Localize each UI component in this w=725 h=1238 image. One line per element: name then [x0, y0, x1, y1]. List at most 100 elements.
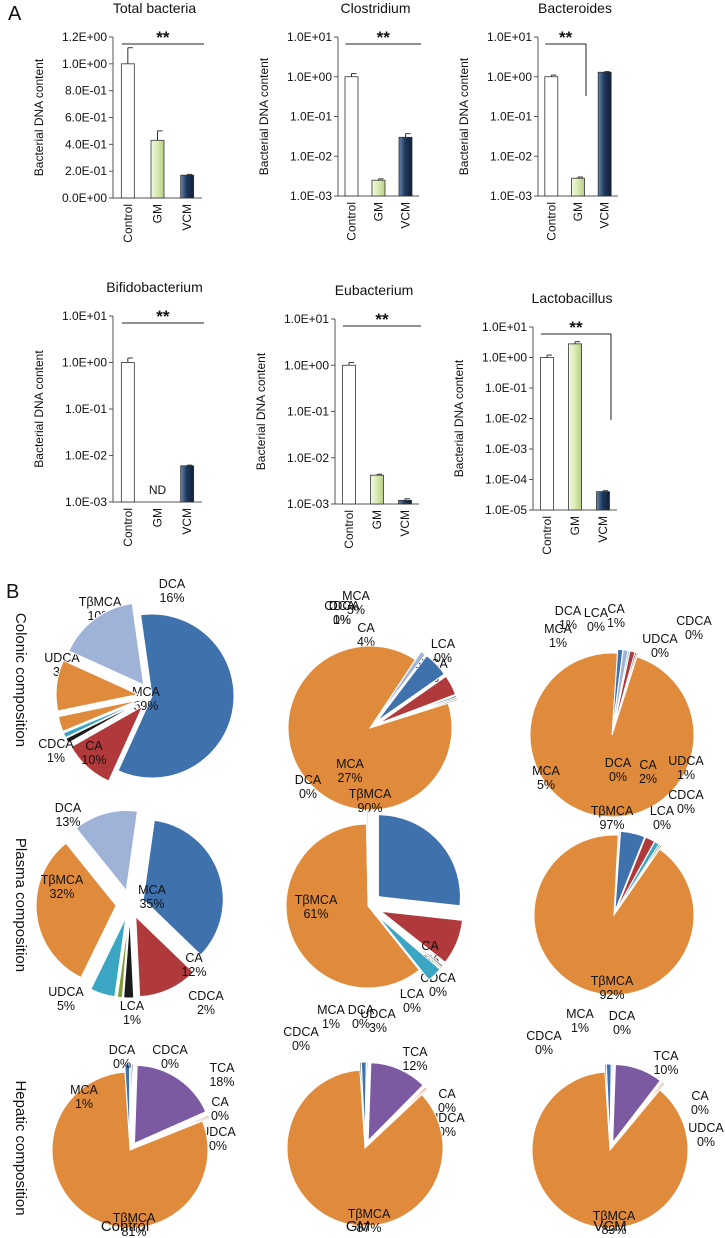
x-tick-label: GM — [151, 204, 165, 223]
column-label-vcm: VCM — [593, 1218, 626, 1235]
chart-title: Bacteroides — [538, 0, 612, 16]
slice-label-tbmca: TβMCA — [113, 1211, 156, 1225]
significance-label: ** — [156, 28, 170, 47]
pie-slice-tbmca — [529, 652, 695, 818]
slice-label-udca: UDCA — [688, 1121, 724, 1135]
bar-chart-total-bacteria: Total bacteria 0.0E+00 2.0E-01 4.0E-01 6.0E-… — [32, 0, 204, 243]
x-tick-label: GM — [571, 202, 585, 221]
y-tick-label: 1.0E-02 — [65, 449, 107, 463]
y-axis-label: Bacterial DNA content — [452, 359, 466, 477]
slice-label-dca: DCA — [555, 604, 582, 618]
slice-percent-cdca: 1% — [47, 751, 65, 765]
slice-label-cdca: CDCA — [526, 1029, 562, 1043]
slice-percent-cdca: 0% — [161, 1057, 179, 1071]
slice-percent-ca: 10% — [81, 753, 106, 767]
chart-title: Eubacterium — [335, 282, 414, 298]
slice-label-mca: MCA — [138, 883, 166, 897]
slice-label-ca: CA — [185, 951, 203, 965]
slice-label-cdca: CDCA — [38, 737, 74, 751]
pie-slice-mca — [117, 613, 235, 779]
column-label-gm: GM — [346, 1218, 370, 1235]
slice-label-mca: MCA — [566, 1007, 594, 1021]
slice-label-cdca: CDCA — [188, 989, 224, 1003]
x-tick-label: VCM — [398, 510, 412, 537]
pie-slice-ca — [379, 910, 463, 964]
bar-chart-eubacterium: Eubacterium 1.0E-03 1.0E-02 1.0E-01 1.0E+00 1… — [254, 282, 421, 549]
x-tick-label: VCM — [598, 202, 612, 229]
slice-percent-tbmca: 97% — [599, 818, 624, 832]
bar-gm — [371, 179, 386, 197]
y-tick-label: 4.0E-01 — [65, 137, 107, 151]
row-labels: Colonic composition Plasma composition Hep… — [12, 613, 29, 1216]
slice-percent-lca: 0% — [403, 1001, 421, 1015]
x-tick-label: Control — [342, 510, 356, 549]
slice-label-dca: DCA — [295, 773, 322, 787]
pie-slice-tbmca — [531, 1071, 689, 1229]
slice-percent-mca: 1% — [571, 1021, 589, 1035]
row-label-hepatic-composition: Hepatic composition — [12, 1080, 29, 1215]
slice-label-dca: DCA — [55, 801, 82, 815]
slice-percent-dca: 13% — [55, 815, 80, 829]
pie-slice-tbmca — [533, 834, 695, 996]
x-tick-label: Control — [345, 202, 359, 241]
slice-percent-mca: 35% — [139, 897, 164, 911]
slice-label-mca: MCA — [336, 757, 364, 771]
bar-vcm — [398, 136, 413, 197]
y-tick-label: 1.0E+01 — [284, 312, 329, 326]
slice-percent-tbmca: 90% — [357, 801, 382, 815]
slice-percent-ca: 0% — [691, 1103, 709, 1117]
slice-percent-mca: 1% — [322, 1017, 340, 1031]
column-labels: Control GM VCM — [101, 1218, 627, 1235]
pie-slice-lca — [612, 649, 631, 732]
pie-slice-mca — [377, 814, 461, 907]
slice-percent-mca: 1% — [549, 636, 567, 650]
slice-percent-lca: 0% — [587, 620, 605, 634]
slice-percent-cdca: 2% — [197, 1003, 215, 1017]
bar-control — [120, 362, 135, 503]
x-tick-label: VCM — [180, 508, 194, 535]
pie-slice-dca — [68, 603, 145, 686]
y-tick-label: 1.0E+00 — [287, 70, 332, 84]
slice-percent-udca: 0% — [697, 1135, 715, 1149]
y-tick-label: 1.0E+01 — [62, 309, 107, 323]
x-tick-label: GM — [151, 508, 165, 527]
slice-percent-udca: 0% — [651, 646, 669, 660]
slice-label-mca: MCA — [544, 622, 572, 636]
slice-label-udca: UDCA — [668, 754, 704, 768]
slice-percent-cdca: 0% — [535, 1043, 553, 1057]
chart-title: Clostridium — [340, 0, 410, 16]
slice-label-dca: DCA — [159, 577, 186, 591]
slice-percent-tca: 10% — [653, 1063, 678, 1077]
pie-slice-tca — [133, 1064, 207, 1145]
y-tick-label: 1.0E-02 — [287, 451, 329, 465]
y-tick-label: 1.0E-03 — [287, 497, 329, 511]
slice-label-lca: LCA — [431, 637, 456, 651]
pie-slice-cdca — [65, 702, 140, 744]
y-tick-label: 1.0E-01 — [485, 381, 527, 395]
slice-label-dca: DCA — [609, 1009, 636, 1023]
bar-vcm — [597, 71, 612, 197]
slice-label-tbmca: TβMCA — [41, 873, 84, 887]
pie-slice-tbmca — [286, 1069, 444, 1227]
significance-label: ** — [375, 310, 389, 329]
y-tick-label: 1.0E-02 — [290, 149, 332, 163]
pie-slice-dca — [375, 650, 427, 721]
y-tick-label: 1.0E-02 — [490, 149, 532, 163]
x-tick-label: GM — [370, 510, 384, 529]
x-tick-label: VCM — [399, 202, 413, 229]
bar-control — [544, 76, 559, 197]
slice-label-tbmca: TβMCA — [348, 1207, 391, 1221]
pie-slice-udca — [57, 699, 139, 732]
y-tick-label: 1.0E+00 — [487, 70, 532, 84]
slice-percent-mca: 5% — [537, 778, 555, 792]
slice-percent-tbmca: 32% — [49, 887, 74, 901]
slice-percent-tbmca: 61% — [303, 907, 328, 921]
y-axis-label: Bacterial DNA content — [32, 350, 46, 468]
bar-chart-lactobacillus: Lactobacillus 1.0E-05 1.0E-04 1.0E-03 1.0E-0… — [452, 290, 617, 555]
slice-label-ca: CA — [357, 621, 375, 635]
